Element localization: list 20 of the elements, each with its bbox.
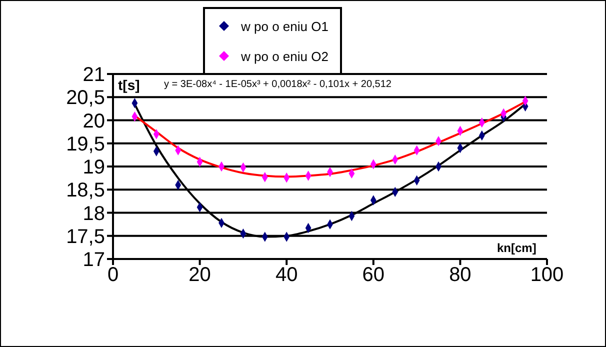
y-axis-title: t[s] — [118, 77, 140, 93]
y-tick-label: 20 — [82, 110, 105, 132]
x-tick-label: 0 — [107, 264, 119, 286]
annotation: y = 3E-08x⁴ - 1E-05x³ + 0,0018x² - 0,101x + 20,512 — [164, 79, 392, 90]
legend-label: w po o eniu O1 — [241, 18, 328, 34]
y-tick-label: 21 — [82, 64, 105, 86]
y-tick-label: 17,5 — [66, 226, 105, 248]
x-tick-label: 80 — [449, 264, 472, 286]
x-tick-label: 20 — [188, 264, 211, 286]
y-tick-label: 18 — [82, 202, 105, 225]
y-tick-label: 20,5 — [66, 87, 105, 110]
y-tick-label: 17 — [82, 249, 105, 272]
legend-label: w po o eniu O2 — [241, 48, 328, 64]
x-tick-label: 60 — [362, 264, 385, 286]
y-tick-label: 19 — [82, 156, 105, 179]
y-tick-label: 19,5 — [66, 133, 105, 156]
x-tick-label: 100 — [530, 264, 564, 286]
y-tick-label: 18,5 — [66, 180, 105, 202]
x-tick-label: 40 — [275, 264, 298, 286]
x-axis-title: kn[cm] — [497, 241, 536, 255]
